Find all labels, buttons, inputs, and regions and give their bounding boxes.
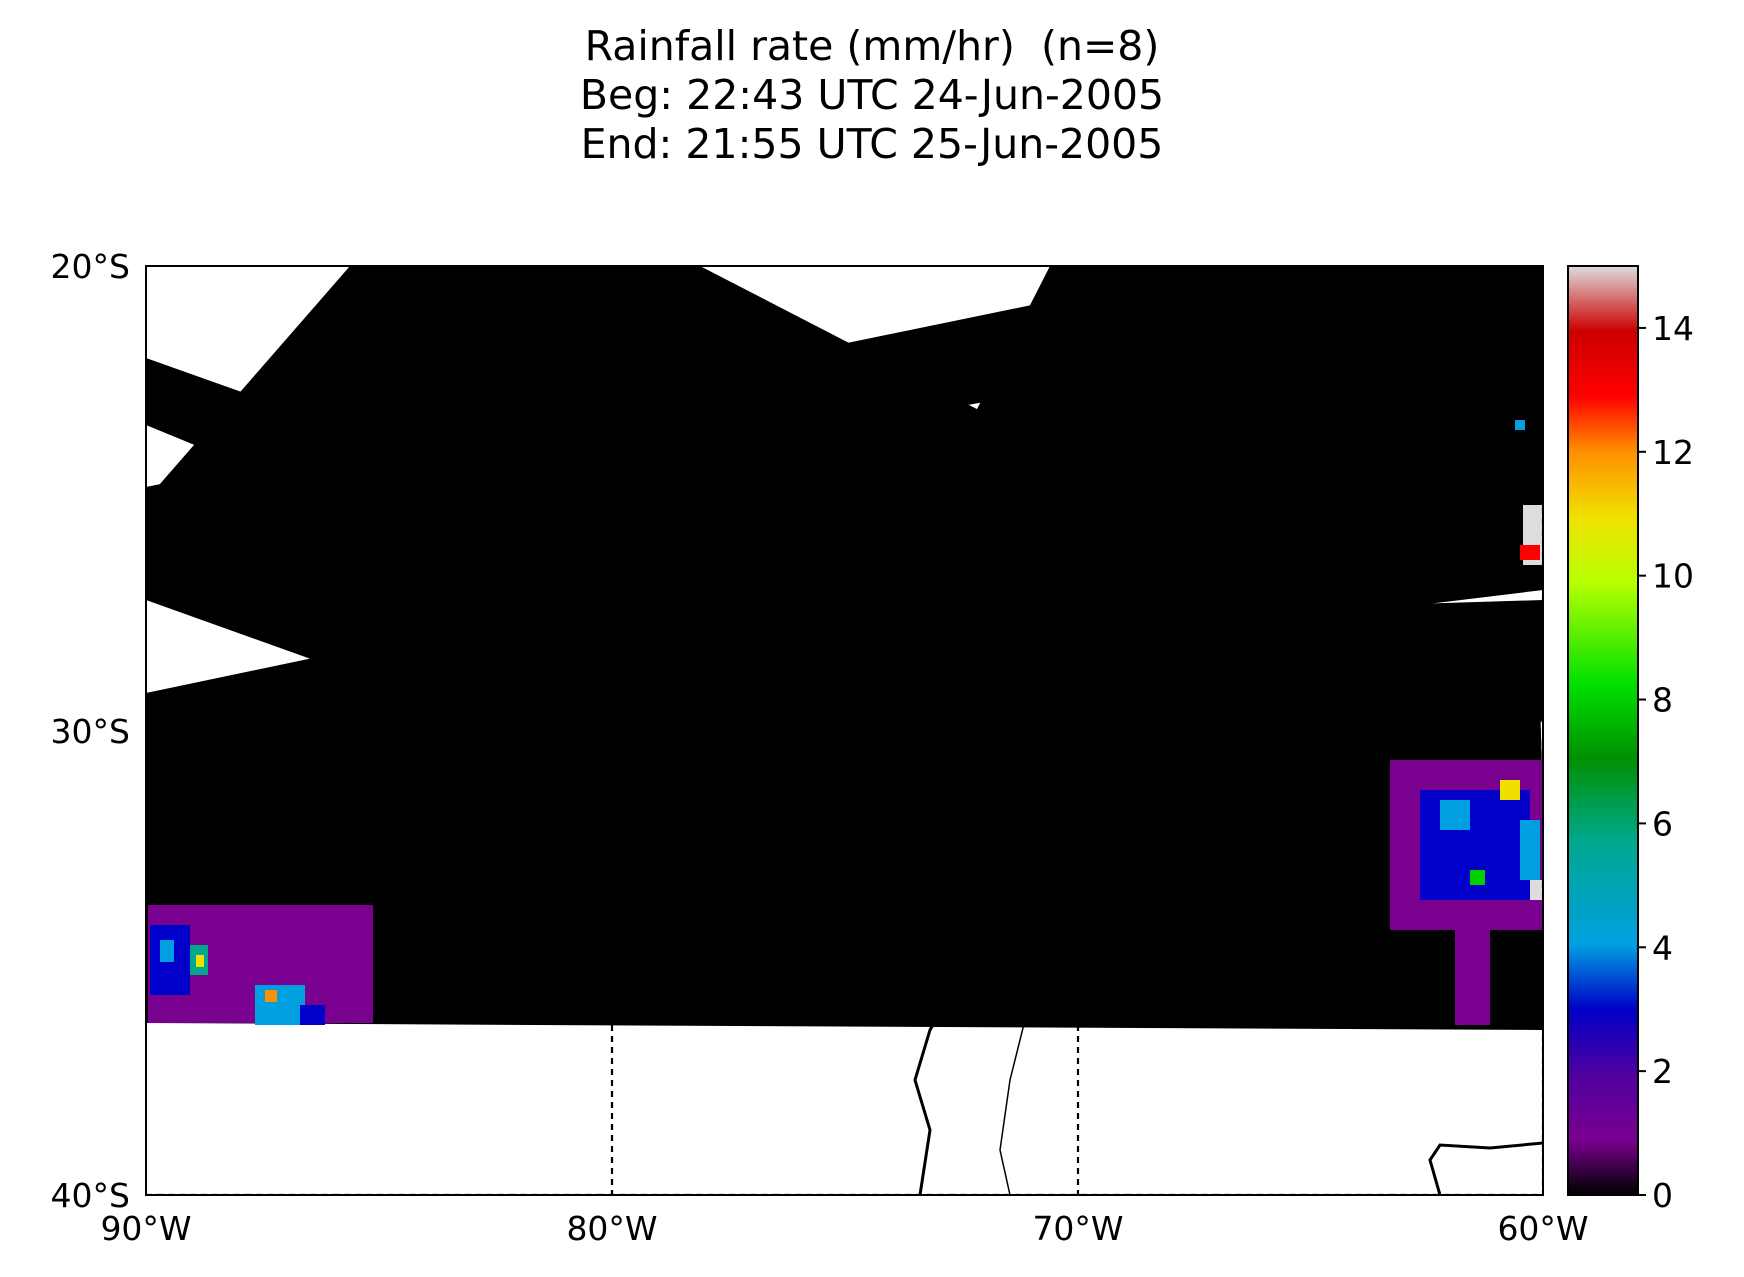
- coastlines: [913, 266, 1543, 1195]
- rain-patch: [196, 955, 204, 967]
- rain-patch: [1440, 800, 1470, 830]
- colorbar: 0 2 4 6 8 10 12 14: [1567, 265, 1694, 1215]
- colorbar-tick-label: 10: [1652, 557, 1694, 596]
- title-line-2: Beg: 22:43 UTC 24-Jun-2005: [579, 71, 1165, 119]
- rain-patch: [1530, 880, 1543, 900]
- lat-tick-40s: 40°S: [51, 1176, 130, 1215]
- colorbar-tick-label: 12: [1652, 433, 1694, 472]
- lon-tick-70w: 70°W: [1032, 1209, 1123, 1248]
- chile-coastline: [913, 266, 1077, 1195]
- chart-title: Rainfall rate (mm/hr) (n=8) Beg: 22:43 U…: [0, 22, 1744, 169]
- colorbar-tick-label: 2: [1652, 1052, 1673, 1091]
- lon-tick-60w: 60°W: [1497, 1209, 1588, 1248]
- title-line-3: End: 21:55 UTC 25-Jun-2005: [580, 120, 1164, 168]
- colorbar-tick-label: 4: [1652, 928, 1673, 967]
- colorbar-tick-label: 14: [1652, 309, 1694, 348]
- rain-patch: [1500, 780, 1520, 800]
- rain-patches: [148, 420, 1543, 1025]
- lat-tick-labels: 20°S 30°S 40°S: [51, 247, 130, 1215]
- title-line-1: Rainfall rate (mm/hr) (n=8): [584, 22, 1160, 70]
- rain-patch: [1515, 420, 1525, 430]
- colorbar-ticks: 0 2 4 6 8 10 12 14: [1638, 309, 1694, 1215]
- rain-patch: [1470, 870, 1485, 885]
- rain-patch: [300, 1005, 325, 1025]
- map-panel: [146, 266, 1543, 1195]
- lon-tick-labels: 90°W 80°W 70°W 60°W: [100, 1209, 1588, 1248]
- andes-border: [999, 269, 1246, 1195]
- uruguay-border: [1436, 266, 1543, 321]
- rain-patch: [160, 940, 174, 962]
- gridlines: [146, 266, 1543, 1195]
- lon-tick-90w: 90°W: [100, 1209, 191, 1248]
- map-frame: [145, 265, 1544, 1196]
- colorbar-gradient: [1567, 265, 1639, 1196]
- argentina-coastline: [1428, 1141, 1543, 1195]
- lon-tick-80w: 80°W: [566, 1209, 657, 1248]
- rain-patch: [1520, 545, 1540, 560]
- colorbar-tick-label: 6: [1652, 804, 1673, 843]
- swath-7: [146, 600, 1543, 850]
- satellite-swaths: [146, 266, 1543, 1030]
- rain-patch: [265, 990, 277, 1002]
- lat-tick-20s: 20°S: [51, 247, 130, 286]
- rain-patch: [1520, 820, 1540, 880]
- lat-tick-30s: 30°S: [51, 712, 130, 751]
- rain-patch: [255, 985, 305, 1025]
- colorbar-tick-label: 8: [1652, 681, 1673, 720]
- colorbar-tick-label: 0: [1652, 1176, 1673, 1215]
- rain-patch: [1455, 930, 1490, 1025]
